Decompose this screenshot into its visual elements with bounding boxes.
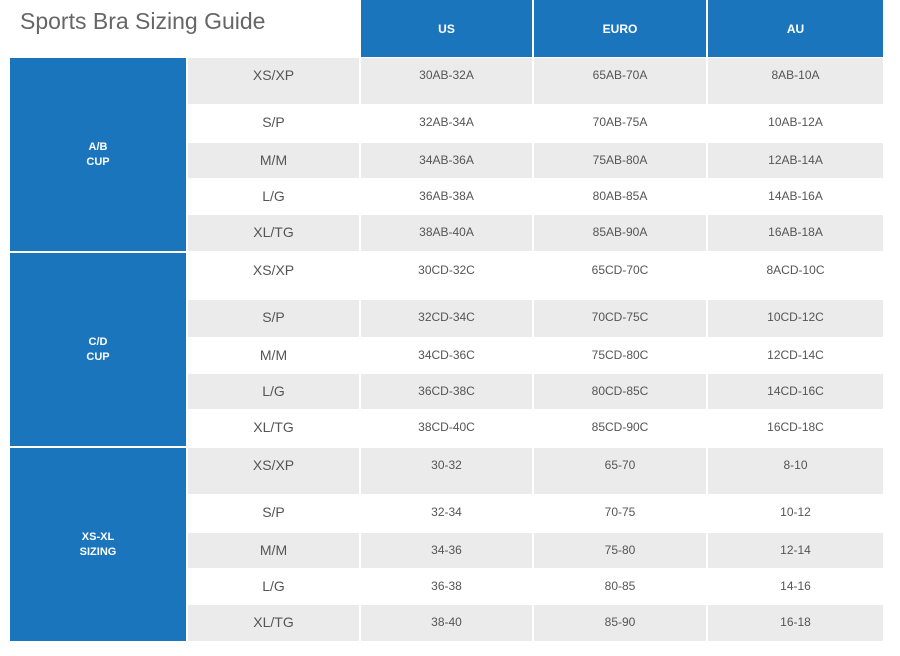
size-value: 12-14 [708, 533, 883, 568]
size-value: 8-10 [708, 448, 883, 494]
size-value: 70-75 [604, 505, 636, 519]
size-cell: S/P [262, 504, 285, 520]
size-value: 80CD-85C [534, 374, 706, 409]
size-value: 70AB-75A [592, 115, 648, 129]
size-cell: XL/TG [188, 605, 359, 641]
size-value: 70CD-75C [534, 300, 706, 337]
size-value: 36CD-38C [361, 374, 532, 409]
size-value: 80AB-85A [592, 189, 648, 203]
size-value: 75CD-80C [591, 348, 649, 362]
size-cell: L/G [188, 374, 359, 409]
size-value: 34AB-36A [361, 143, 532, 178]
group-label: A/B CUP [10, 58, 186, 251]
column-header: EURO [534, 0, 706, 57]
size-value: 38AB-40A [361, 215, 532, 251]
size-value: 16CD-18C [767, 420, 824, 434]
size-cell: M/M [188, 143, 359, 178]
size-value: 10-12 [780, 505, 811, 519]
size-value: 14-16 [780, 579, 811, 593]
size-value: 30-32 [361, 448, 532, 494]
size-value: 34CD-36C [418, 348, 475, 362]
group-label-line: XS-XL [81, 530, 115, 543]
size-cell: XS/XP [188, 448, 359, 494]
size-value: 34-36 [361, 533, 532, 568]
size-value: 75-80 [534, 533, 706, 568]
size-value: 85AB-90A [534, 215, 706, 251]
size-value: 14AB-16A [768, 189, 823, 203]
size-value: 8AB-10A [708, 58, 883, 104]
size-value: 65AB-70A [534, 58, 706, 104]
size-cell: L/G [262, 578, 285, 594]
column-header: US [361, 0, 532, 57]
size-value: 16-18 [708, 605, 883, 641]
size-value: 85-90 [534, 605, 706, 641]
size-value: 65-70 [534, 448, 706, 494]
size-value: 12AB-14A [708, 143, 883, 178]
size-value: 36AB-38A [419, 189, 474, 203]
group-label: XS-XL SIZING [10, 448, 186, 641]
size-value: 38CD-40C [418, 420, 475, 434]
size-cell: XS/XP [188, 58, 359, 104]
group-label-line: A/B [88, 140, 108, 153]
size-cell: L/G [262, 188, 285, 204]
size-cell: XL/TG [188, 215, 359, 251]
size-value: 32AB-34A [419, 115, 474, 129]
size-value: 16AB-18A [708, 215, 883, 251]
size-value: 32CD-34C [361, 300, 532, 337]
size-value: 85CD-90C [591, 420, 649, 434]
group-label-line: CUP [86, 350, 110, 363]
size-value: 30CD-32C [418, 263, 475, 277]
size-value: 32-34 [431, 505, 462, 519]
size-value: 38-40 [361, 605, 532, 641]
size-value: 10AB-12A [768, 115, 823, 129]
size-value: 75AB-80A [534, 143, 706, 178]
size-cell: S/P [188, 300, 359, 337]
size-value: 10CD-12C [708, 300, 883, 337]
size-value: 65CD-70C [591, 263, 649, 277]
size-value: 30AB-32A [361, 58, 532, 104]
size-cell: XS/XP [252, 262, 295, 278]
size-cell: M/M [188, 533, 359, 568]
size-value: 80-85 [604, 579, 636, 593]
size-value: 36-38 [431, 579, 462, 593]
group-label-line: SIZING [79, 545, 117, 558]
size-value: 12CD-14C [767, 348, 824, 362]
size-value: 14CD-16C [708, 374, 883, 409]
size-cell: XL/TG [253, 419, 294, 435]
group-label-line: CUP [86, 155, 110, 168]
group-label: C/D CUP [10, 253, 186, 446]
column-header: AU [708, 0, 883, 57]
size-cell: M/M [259, 347, 288, 363]
size-cell: S/P [262, 114, 285, 130]
title: Sports Bra Sizing Guide [20, 8, 266, 34]
group-label-line: C/D [88, 335, 108, 348]
size-value: 8ACD-10C [766, 263, 825, 277]
